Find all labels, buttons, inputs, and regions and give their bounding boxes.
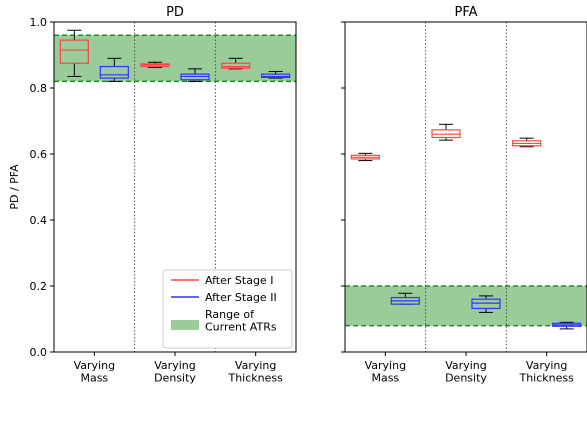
x-tick-label: Varying Density (445, 359, 487, 385)
box-stage-i (431, 123, 461, 141)
y-tick-label: 0.0 (30, 346, 48, 359)
box-body (261, 73, 291, 79)
box-stage-ii (552, 321, 582, 330)
atr-range-band (345, 286, 587, 326)
atr-range-band (54, 35, 296, 82)
y-axis-label: PD / PFA (8, 164, 21, 210)
y-tick-label: 0.6 (30, 148, 48, 161)
panel-title: PFA (454, 5, 477, 20)
x-tick-label: Varying Mass (365, 359, 406, 385)
box-body (471, 298, 501, 310)
y-tick-label: 0.2 (30, 280, 48, 293)
box-stage-ii (180, 68, 210, 82)
box-body (221, 62, 251, 69)
x-tick-label: Varying Density (154, 359, 196, 385)
y-tick-label: 0.8 (30, 82, 48, 95)
box-stage-ii (471, 295, 501, 313)
box-stage-ii (99, 57, 129, 82)
box-stage-ii (390, 292, 420, 305)
box-stage-ii (261, 71, 291, 79)
box-stage-i (350, 152, 380, 162)
panel-pd: PD Varying Mass Varying Density Varying Thickn… (8, 5, 297, 385)
legend-swatch (171, 320, 199, 330)
legend-label: Range of Current ATRs (205, 308, 277, 334)
x-tick-label: Varying Thickness (227, 359, 283, 385)
x-tick-label: Varying Thickness (518, 359, 574, 385)
box-stage-i (221, 57, 251, 70)
box-body (99, 65, 129, 79)
panel-title: PD (166, 5, 184, 20)
panel-pfa: PFA Varying Mass Varying Density Varying Thick… (341, 5, 587, 385)
box-stage-i (59, 29, 89, 77)
box-body (59, 39, 89, 64)
legend: After Stage I After Stage II Range of Curre… (162, 269, 293, 349)
box-stage-i (140, 61, 170, 69)
box-stage-i (512, 137, 542, 148)
y-tick-label: 0.4 (30, 214, 48, 227)
x-tick-label: Varying Mass (74, 359, 115, 385)
legend-label: After Stage I (205, 274, 273, 287)
legend-label: After Stage II (205, 291, 277, 304)
y-tick-label: 1.0 (30, 16, 48, 29)
